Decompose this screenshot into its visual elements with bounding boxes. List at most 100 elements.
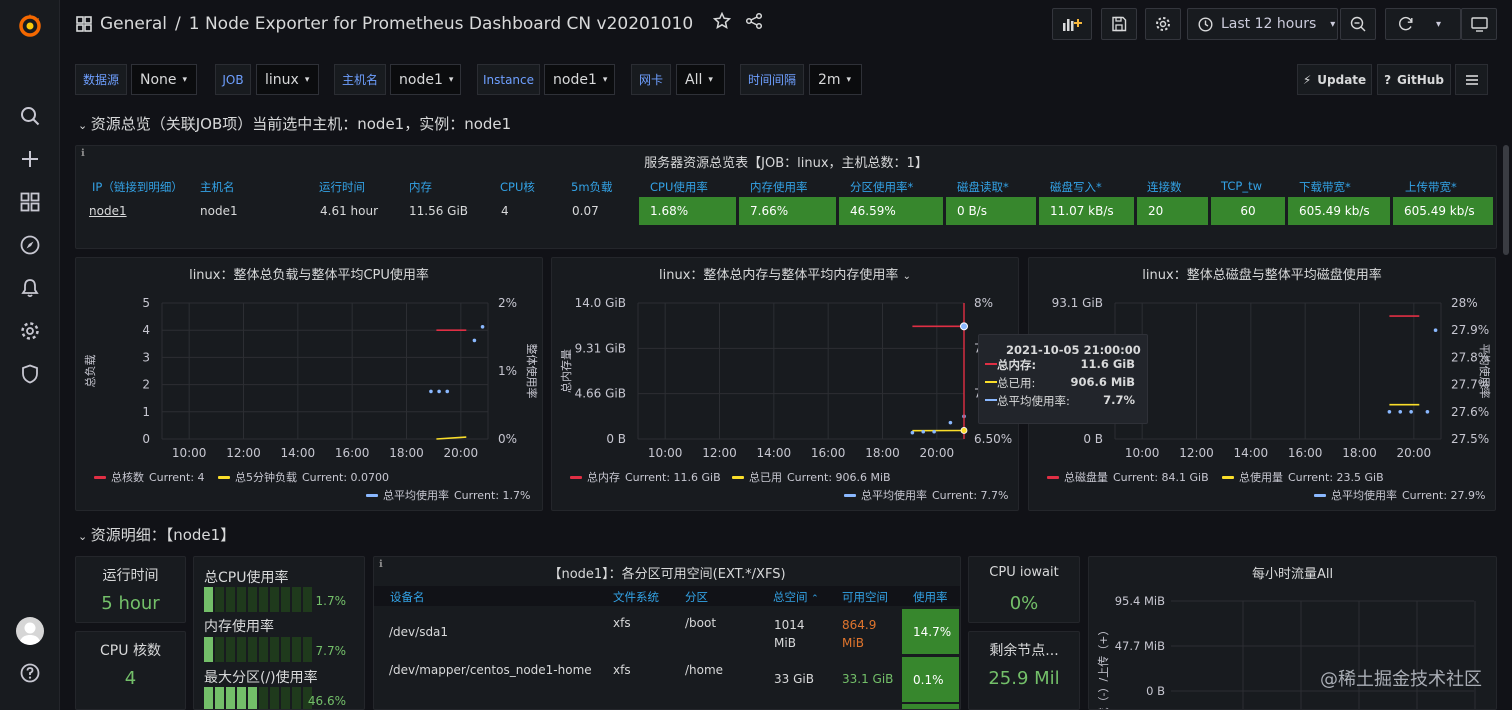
column-header-usage[interactable]: 使用率 (913, 590, 948, 604)
dashboards-grid-icon (76, 15, 92, 32)
column-header-available[interactable]: 可用空间 (842, 590, 888, 604)
row-collapse-toggle-overview[interactable]: ⌄ 资源总览（关联JOB项）当前选中主机：node1，实例：node1 (78, 113, 511, 134)
cpu-iowait-stat-label[interactable]: CPU iowait (989, 565, 1059, 580)
user-avatar[interactable] (16, 617, 44, 645)
column-header-mountpoint[interactable]: 分区 (685, 590, 708, 604)
cpu-cores-stat-label[interactable]: CPU 核数 (100, 643, 161, 659)
hourly-traffic-title[interactable]: 每小时流量All (1251, 567, 1334, 582)
legend-item[interactable]: 总内存 Current: 11.6 GiB (570, 469, 721, 485)
column-header-hostname[interactable]: 主机名 (200, 180, 235, 194)
legend-item[interactable]: 总平均使用率 Current: 27.9% (1314, 487, 1485, 503)
column-header-ip[interactable]: IP（链接到明细） (92, 180, 183, 194)
search-icon[interactable] (18, 104, 42, 128)
share-icon[interactable] (745, 12, 763, 35)
panel-info-icon[interactable]: ℹ (81, 148, 85, 159)
instance-variable-select[interactable]: node1 ▾ (544, 64, 615, 95)
add-panel-icon (1063, 19, 1082, 31)
refresh-interval-chevron-icon[interactable]: ▾ (1436, 18, 1442, 30)
cell-memory: 11.56 GiB (409, 204, 469, 218)
column-header-partition-usage[interactable]: 分区使用率* (850, 180, 914, 194)
zoom-out-button[interactable] (1340, 8, 1376, 40)
column-header-total[interactable]: 总空间 ⌃ (773, 589, 819, 605)
legend-label: 总核数 (111, 471, 144, 484)
disk-chart-title[interactable]: linux：整体总磁盘与整体平均磁盘使用率 (1142, 268, 1382, 283)
bargauge-cell (237, 637, 246, 662)
legend-item[interactable]: 总平均使用率 Current: 1.7% (366, 487, 530, 503)
legend-item[interactable]: 总平均使用率 Current: 7.7% (844, 487, 1008, 503)
column-header-memory[interactable]: 内存 (409, 180, 432, 194)
table-header-row (374, 586, 960, 606)
column-header-download[interactable]: 下载带宽* (1299, 180, 1351, 194)
server-admin-shield-icon[interactable] (18, 362, 42, 386)
column-header-fstype[interactable]: 文件系统 (613, 590, 659, 604)
hourly-traffic-chart[interactable]: 0 B 47.7 MiB 95.4 MiB 下载（-）/上传（+） (1089, 557, 1497, 710)
dashboard-settings-button[interactable] (1145, 8, 1181, 40)
row-collapse-toggle-details[interactable]: ⌄ 资源明细：【node1】 (78, 524, 235, 545)
uptime-stat-label[interactable]: 运行时间 (102, 568, 159, 584)
alerting-bell-icon[interactable] (18, 276, 42, 300)
column-header-cpu-usage[interactable]: CPU使用率 (650, 180, 708, 194)
legend-item[interactable]: 总5分钟负载 Current: 0.0700 (218, 469, 389, 485)
legend-item[interactable]: 总核数 Current: 4 (94, 469, 205, 485)
datasource-variable-select[interactable]: None ▾ (131, 64, 197, 95)
grafana-logo-icon[interactable] (17, 12, 43, 38)
add-panel-button[interactable] (1052, 8, 1092, 40)
cpu-load-chart[interactable]: 10:00 12:00 14:00 16:00 18:00 20:00 0 1 2 3 4 5 0% 1%… (76, 258, 543, 511)
column-header-uptime[interactable]: 运行时间 (319, 180, 365, 194)
breadcrumb-folder-link[interactable]: General (100, 13, 167, 34)
column-header-upload[interactable]: 上传带宽* (1405, 180, 1457, 194)
bargauge-value: 7.7% (315, 644, 347, 658)
explore-compass-icon[interactable] (18, 233, 42, 257)
legend-current: Current: 27.9% (1402, 488, 1486, 502)
refresh-button[interactable]: ▾ (1385, 8, 1461, 40)
host-ip-link[interactable]: node1 (89, 204, 127, 218)
table-cell-device: /dev/mapper/centos_node1-home (389, 663, 592, 677)
legend-current: Current: 906.6 MiB (787, 470, 891, 484)
legend-label: 总已用 (749, 471, 782, 484)
help-icon[interactable] (18, 661, 42, 685)
memory-chart-title-text: linux：整体总内存与整体平均内存使用率 (659, 268, 899, 283)
column-header-load5[interactable]: 5m负载 (571, 180, 613, 194)
memory-chart-title[interactable]: linux：整体总内存与整体平均内存使用率 ⌄ (552, 264, 1018, 283)
plus-icon[interactable] (18, 147, 42, 171)
column-header-disk-read[interactable]: 磁盘读取* (957, 180, 1009, 194)
interval-variable-select[interactable]: 2m ▾ (809, 64, 862, 95)
tv-mode-button[interactable] (1461, 8, 1497, 40)
panel-info-icon[interactable]: ℹ (379, 559, 383, 570)
panel-menu-chevron-icon[interactable]: ⌄ (902, 271, 911, 282)
cpu-load-chart-title[interactable]: linux：整体总负载与整体平均CPU使用率 (189, 268, 429, 283)
dashboard-title[interactable]: 1 Node Exporter for Prometheus Dashboard… (188, 13, 694, 34)
column-header-cpu-cores[interactable]: CPU核 (500, 180, 535, 194)
series-point (472, 338, 477, 343)
filesystem-table-title[interactable]: 【node1】：各分区可用空间(EXT.*/XFS) (548, 567, 786, 582)
host-variable-select[interactable]: node1 ▾ (390, 64, 461, 95)
column-header-connections[interactable]: 连接数 (1147, 180, 1182, 194)
legend-item[interactable]: 总已用 Current: 906.6 MiB (732, 469, 891, 485)
column-header-tcp-tw[interactable]: TCP_tw (1221, 179, 1262, 193)
github-link-button[interactable]: ? GitHub (1377, 64, 1451, 95)
job-variable-select[interactable]: linux ▾ (256, 64, 319, 95)
nic-variable-select[interactable]: All ▾ (676, 64, 725, 95)
configuration-gear-icon[interactable] (18, 319, 42, 343)
legend-item[interactable]: 总磁盘量 Current: 84.1 GiB (1047, 469, 1209, 485)
column-header-mem-usage[interactable]: 内存使用率 (750, 180, 808, 194)
time-range-picker[interactable]: Last 12 hours ▾ (1187, 8, 1338, 40)
page-scrollbar[interactable] (1503, 145, 1509, 255)
dashboards-icon[interactable] (18, 190, 42, 214)
update-link-button[interactable]: ⚡ Update (1297, 64, 1372, 95)
legend-item[interactable]: 总使用量 Current: 23.5 GiB (1222, 469, 1384, 485)
links-menu-button[interactable] (1455, 64, 1488, 95)
y-axis-label: 总内存量 (559, 349, 573, 393)
cell-mem-usage: 7.66% (739, 197, 836, 225)
save-dashboard-button[interactable] (1101, 8, 1137, 40)
column-header-disk-write[interactable]: 磁盘写入* (1050, 180, 1102, 194)
column-header-device[interactable]: 设备名 (390, 590, 425, 604)
x-axis-tick-label: 10:00 (1125, 446, 1160, 460)
y-axis-tick-label: 4 (142, 323, 150, 337)
disk-chart[interactable]: 10:00 12:00 14:00 16:00 18:00 20:00 0 B 93.1 Gi… (1029, 258, 1496, 511)
x-axis-tick-label: 18:00 (1342, 446, 1377, 460)
x-axis-tick-label: 16:00 (1288, 446, 1323, 460)
overview-table-title[interactable]: 服务器资源总览表【JOB：linux，主机总数：1】 (644, 156, 928, 171)
remaining-inodes-stat-label[interactable]: 剩余节点... (989, 643, 1059, 659)
star-icon[interactable] (712, 11, 732, 35)
